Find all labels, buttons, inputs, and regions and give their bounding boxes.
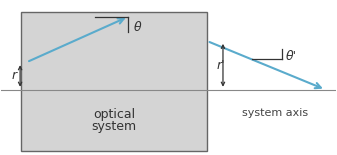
Text: optical: optical (93, 108, 135, 121)
Bar (22, 12, 207, 151)
Text: θ: θ (133, 21, 141, 34)
Text: r: r (11, 69, 17, 82)
Text: system axis: system axis (242, 108, 308, 117)
Text: r': r' (217, 59, 225, 72)
Text: θ': θ' (286, 50, 297, 63)
Text: system: system (92, 120, 137, 133)
